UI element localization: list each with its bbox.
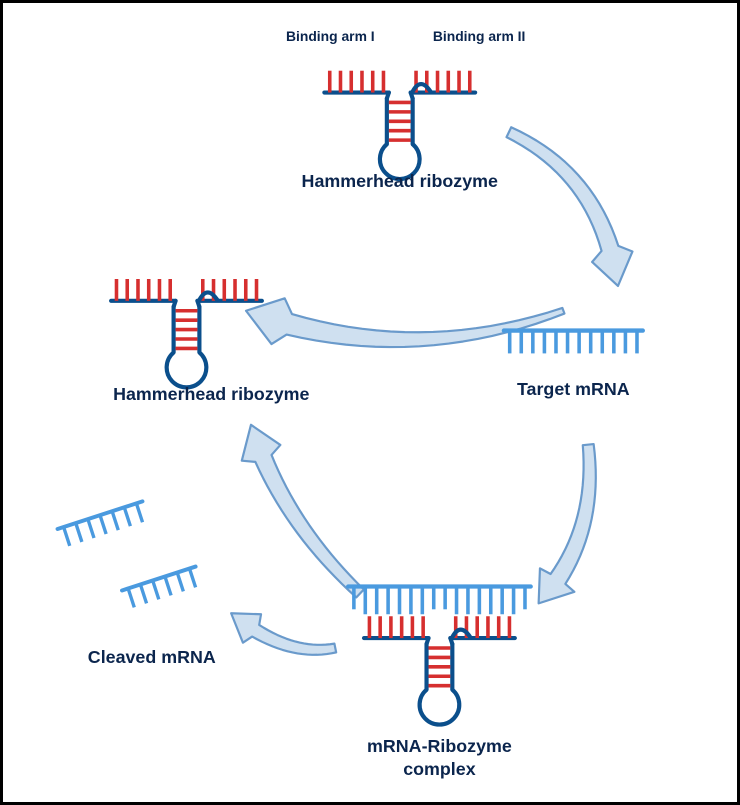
arrow-middle_swoosh <box>246 298 564 347</box>
label-target-mrna: Target mRNA <box>517 379 630 399</box>
label-binding-arm-2: Binding arm II <box>433 28 526 44</box>
arrow-top_to_right <box>507 127 633 286</box>
label-left-ribozyme: Hammerhead ribozyme <box>113 384 309 404</box>
arrow-right_to_complex <box>539 444 596 603</box>
mrna-ribozyme-complex <box>364 616 515 724</box>
diagram-frame: Hammerhead ribozyme Binding arm I Binding … <box>0 0 740 805</box>
hammerhead-ribozyme-left <box>111 279 262 387</box>
complex-mrna-strand <box>348 586 531 614</box>
cleaved-mrna-piece-2 <box>122 567 202 610</box>
target-mrna <box>504 331 643 354</box>
arrow-complex_to_cleaved <box>231 613 336 655</box>
label-cleaved-mrna: Cleaved mRNA <box>88 647 216 667</box>
labels-layer: Hammerhead ribozyme Binding arm I Binding … <box>88 28 630 779</box>
diagram-svg: Hammerhead ribozyme Binding arm I Binding … <box>3 3 737 802</box>
label-top-ribozyme: Hammerhead ribozyme <box>302 171 498 191</box>
label-binding-arm-1: Binding arm I <box>286 28 375 44</box>
label-complex-1: mRNA-Ribozyme <box>367 736 512 756</box>
hammerhead-ribozyme-top <box>324 71 475 179</box>
arrow-complex_to_left <box>242 425 364 598</box>
label-complex-2: complex <box>403 759 475 779</box>
cleaved-mrna-piece-1 <box>58 501 149 547</box>
